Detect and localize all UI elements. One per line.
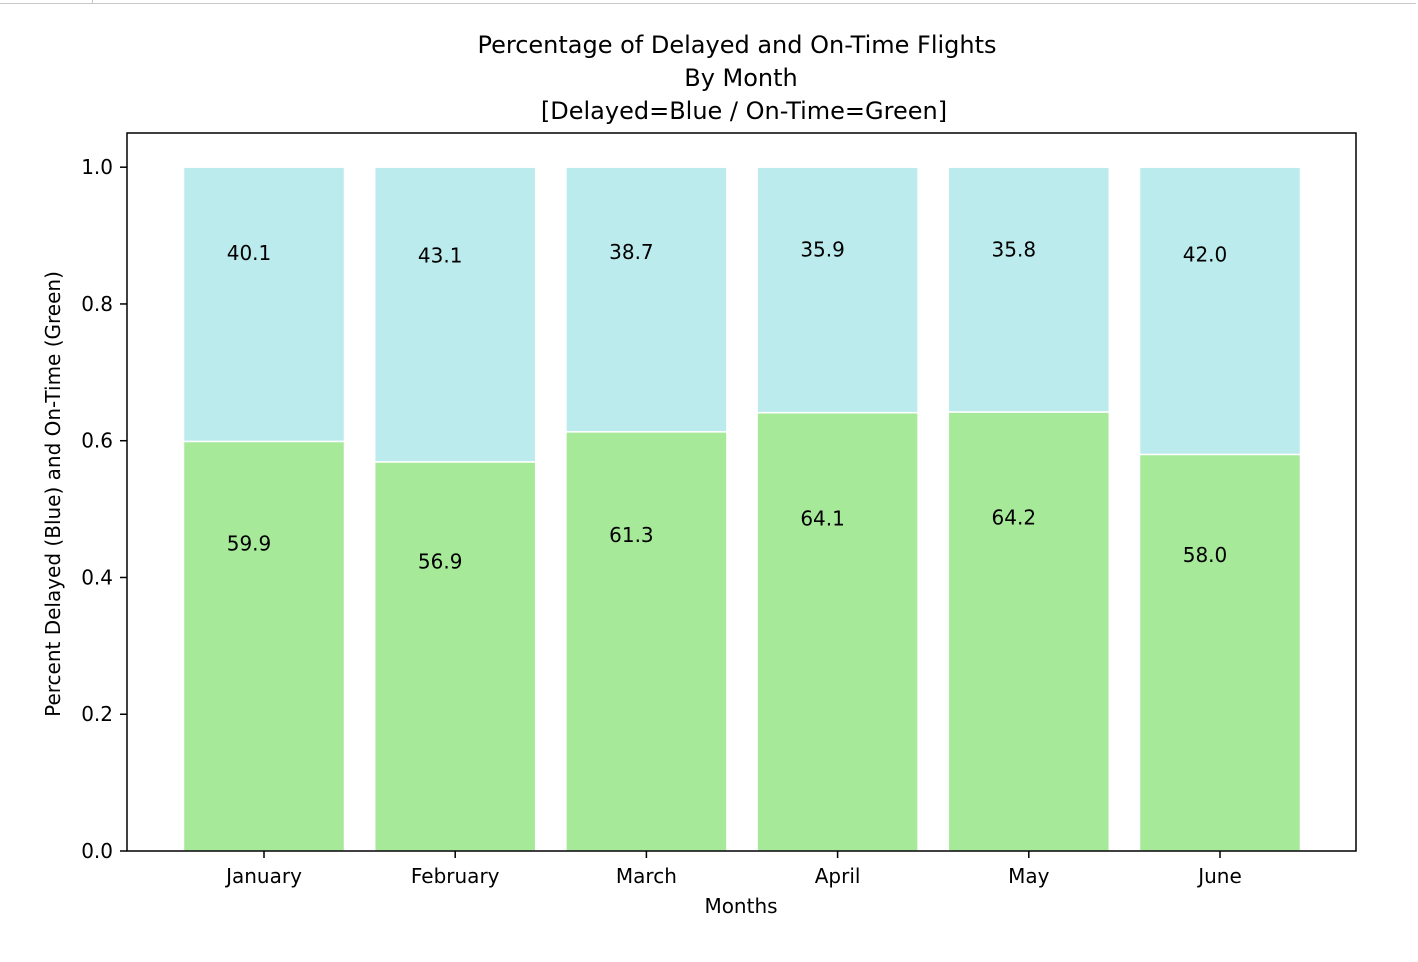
x-tick-label: April <box>815 864 861 888</box>
bar-label-delayed-3: 35.9 <box>800 238 845 262</box>
bar-labels-layer: 59.9 40.1 56.9 43.1 61.3 38.7 64.1 35.9 64.2 35.8… <box>227 238 1228 574</box>
plot-area-frame <box>126 132 1357 852</box>
bar-label-on_time-0: 59.9 <box>227 532 272 556</box>
chart-title-line-3: [Delayed=Blue / On-Time=Green] <box>541 97 947 125</box>
x-tick-label: June <box>1196 864 1242 888</box>
bar-label-on_time-1: 56.9 <box>418 550 463 574</box>
chart-title-line-1: Percentage of Delayed and On-Time Flight… <box>477 31 996 59</box>
bar-label-on_time-4: 64.2 <box>992 506 1037 530</box>
bar-on_time-0 <box>182 440 346 852</box>
bars-layer <box>182 166 1302 852</box>
y-axis: 0.0 0.2 0.4 0.6 0.8 1.0 <box>81 155 127 863</box>
y-axis-label: Percent Delayed (Blue) and On-Time (Gree… <box>41 271 65 717</box>
chart-title: Percentage of Delayed and On-Time Flight… <box>477 31 996 125</box>
y-tick-label: 0.2 <box>81 702 113 726</box>
x-tick-label: February <box>411 864 500 888</box>
bar-delayed-4 <box>947 166 1111 413</box>
y-tick-label: 0.8 <box>81 292 113 316</box>
bar-on_time-2 <box>565 431 728 852</box>
bar-label-on_time-2: 61.3 <box>609 523 654 547</box>
bar-on_time-5 <box>1138 453 1302 852</box>
bar-label-delayed-4: 35.8 <box>992 238 1037 262</box>
bar-label-delayed-1: 43.1 <box>418 244 463 268</box>
x-tick-label: January <box>224 864 302 888</box>
x-axis: January February March April May June <box>224 851 1242 888</box>
notebook-cell-border <box>0 0 1416 4</box>
y-tick-label: 0.0 <box>81 839 113 863</box>
bar-delayed-1 <box>373 166 537 463</box>
chart-title-line-2: By Month <box>684 64 798 92</box>
bar-delayed-5 <box>1138 166 1302 456</box>
bar-on_time-1 <box>373 461 537 852</box>
bar-label-delayed-0: 40.1 <box>227 241 272 265</box>
x-tick-label: March <box>616 864 677 888</box>
y-tick-label: 0.4 <box>81 565 113 589</box>
bar-delayed-2 <box>565 166 728 433</box>
bar-on_time-3 <box>756 411 919 852</box>
bar-label-on_time-3: 64.1 <box>800 506 845 530</box>
y-tick-label: 0.6 <box>81 429 113 453</box>
bar-label-on_time-5: 58.0 <box>1183 543 1228 567</box>
bar-label-delayed-2: 38.7 <box>609 240 654 264</box>
bar-delayed-0 <box>182 166 346 443</box>
cell-border-divider <box>92 0 93 3</box>
bar-label-delayed-5: 42.0 <box>1183 243 1228 267</box>
y-tick-label: 1.0 <box>81 155 113 179</box>
bar-on_time-4 <box>947 411 1111 852</box>
x-axis-label: Months <box>704 894 777 918</box>
bar-delayed-3 <box>756 166 919 414</box>
x-tick-label: May <box>1008 864 1050 888</box>
